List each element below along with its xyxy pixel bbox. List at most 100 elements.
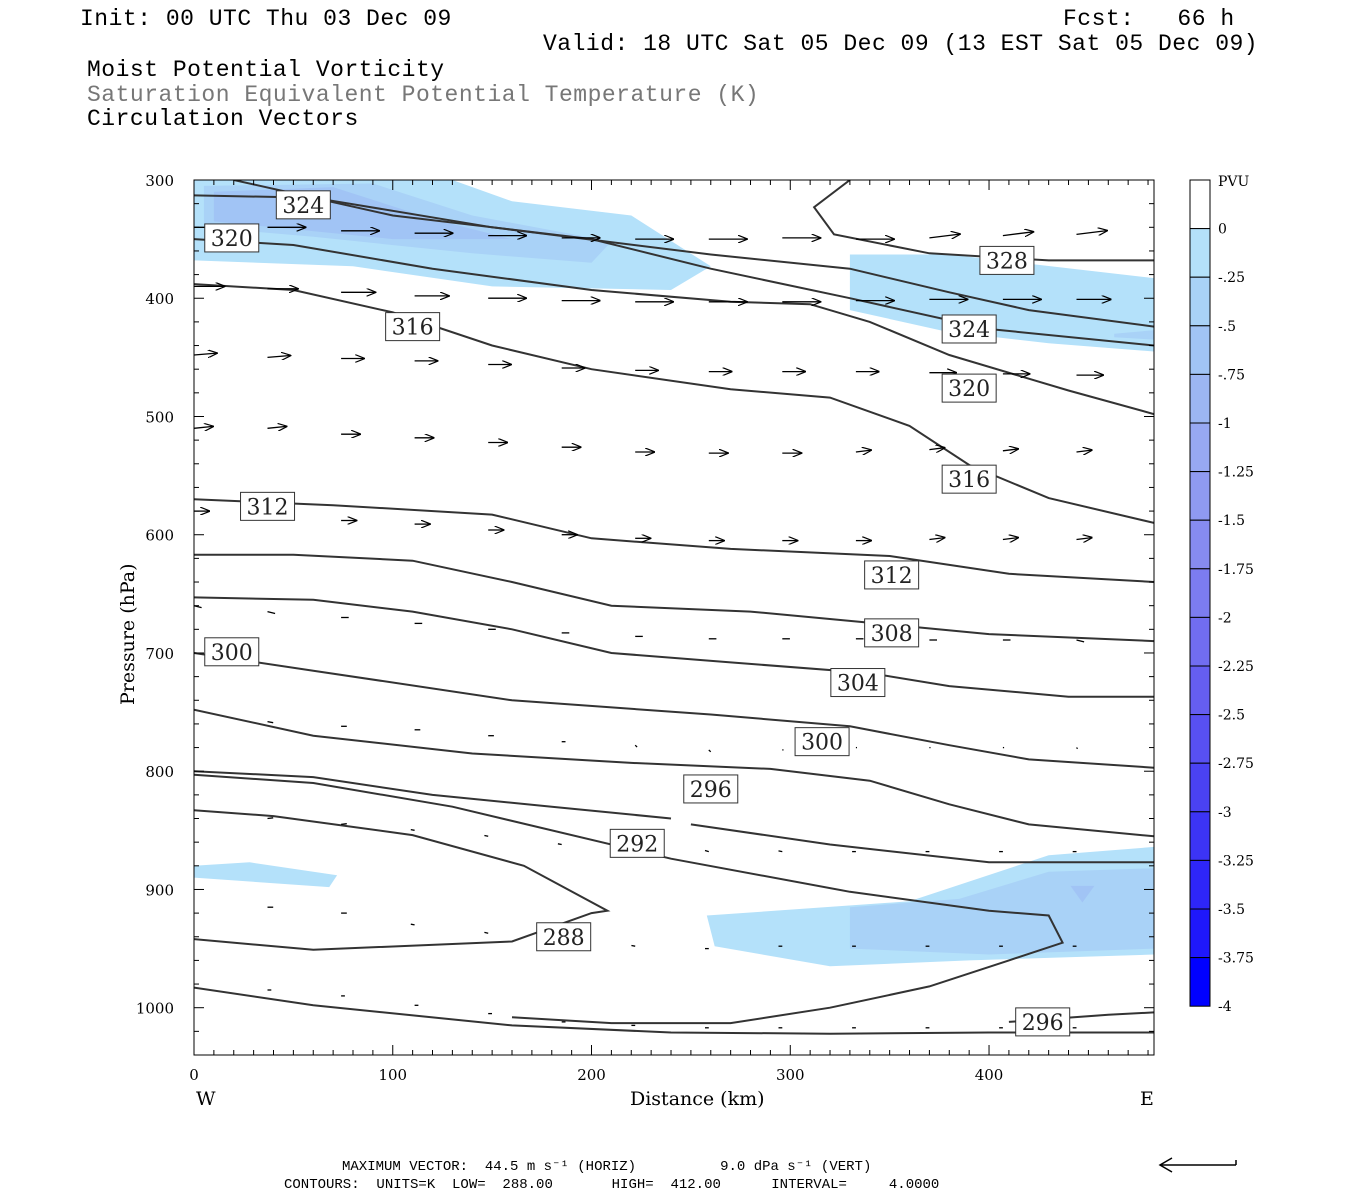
contour-label-308: 308 xyxy=(864,618,920,648)
y-tick-label-700: 700 xyxy=(145,645,174,663)
colorbar-label-14: -3.5 xyxy=(1218,902,1245,918)
contour-label-304: 304 xyxy=(830,668,886,698)
y-tick-label-500: 500 xyxy=(145,408,174,426)
contour-label-text: 324 xyxy=(282,194,324,219)
contour-label-300: 300 xyxy=(204,637,260,667)
contour-label-box xyxy=(1015,1007,1071,1037)
contour-336-15 xyxy=(812,180,1154,262)
vector-84 xyxy=(708,749,712,753)
vector-90 xyxy=(267,817,274,820)
colorbar-swatch-10 xyxy=(1189,665,1211,716)
vector-93 xyxy=(484,834,489,837)
contour-label-320: 320 xyxy=(941,373,997,403)
colorbar-label-13: -3.25 xyxy=(1218,853,1254,869)
colorbar-swatch-2 xyxy=(1189,276,1211,327)
vector-107 xyxy=(631,944,636,947)
contour-label-text: 300 xyxy=(211,641,253,666)
contour-label-324: 324 xyxy=(275,190,331,220)
y-tick-label-300: 300 xyxy=(145,172,174,190)
vector-48 xyxy=(855,450,871,452)
colorbar-swatch-8 xyxy=(1189,568,1211,618)
colorbar-label-0: 0 xyxy=(1218,222,1227,238)
colorbar-swatch-9 xyxy=(1189,616,1211,667)
vector-64 xyxy=(1076,538,1092,540)
vector-91 xyxy=(341,823,347,826)
contour-328-13 xyxy=(194,194,1154,328)
contour-label-text: 304 xyxy=(837,672,879,697)
contour-label-text: 320 xyxy=(948,377,990,402)
contour-label-300: 300 xyxy=(794,727,850,757)
pv-colorbar: PVU 0 -.25 -.5 -.75 -1 -1.25 -1.5 -1.75 -2 -2.25 -2… xyxy=(1189,174,1254,1015)
vector-11 xyxy=(1002,232,1033,236)
x-axis-label: Distance (km) xyxy=(630,1088,765,1110)
contour-label-box xyxy=(204,223,260,253)
field-title-pv: Moist Potential Vorticity xyxy=(87,57,445,83)
vector-40 xyxy=(267,426,287,428)
forecast-hour: Fcst: 66 h xyxy=(1063,6,1235,32)
y-tick-label-400: 400 xyxy=(145,290,174,308)
contour-label-296: 296 xyxy=(683,774,739,804)
plot-frame xyxy=(193,179,1155,1056)
contour-label-box xyxy=(794,727,850,757)
colorbar-swatch-13 xyxy=(1189,811,1211,861)
colorbar-label-6: -1.5 xyxy=(1218,513,1245,529)
axes: 300 400 500 600 700 800 900 1000 0 100 200 300 400 xyxy=(136,172,1154,1084)
contour-label-312: 312 xyxy=(240,491,296,521)
colorbar-swatch-5 xyxy=(1189,422,1211,473)
pv-region-4 xyxy=(1114,330,1154,340)
vector-26 xyxy=(194,353,217,355)
valid-time: Valid: 18 UTC Sat 05 Dec 09 (13 EST Sat … xyxy=(543,31,1259,57)
vector-77 xyxy=(1076,639,1085,643)
contour-308-8 xyxy=(194,596,1154,698)
contour-label-316: 316 xyxy=(385,312,441,342)
colorbar-swatch-1 xyxy=(1189,228,1211,278)
contour-label-text: 324 xyxy=(948,318,990,343)
colorbar-label-12: -3 xyxy=(1218,805,1232,821)
contour-292-1 xyxy=(194,773,1065,1025)
contour-label-box xyxy=(941,314,997,344)
vector-105 xyxy=(484,931,489,934)
colorbar-label-8: -2 xyxy=(1218,610,1232,626)
field-title-thetae: Saturation Equivalent Potential Temperat… xyxy=(87,82,760,108)
contour-label-box xyxy=(864,560,920,590)
contour-label-text: 300 xyxy=(801,731,843,756)
contour-label-box xyxy=(240,491,296,521)
contour-info: CONTOURS: UNITS=K LOW= 288.00 HIGH= 412.… xyxy=(284,1177,940,1193)
colorbar-swatch-12 xyxy=(1189,762,1211,813)
contour-label-text: 296 xyxy=(690,778,732,803)
y-tick-label-800: 800 xyxy=(145,763,174,781)
vector-94 xyxy=(557,843,562,846)
contour-label-text: 312 xyxy=(871,564,913,589)
colorbar-label-15: -3.75 xyxy=(1218,951,1254,967)
y-tick-label-900: 900 xyxy=(145,881,174,899)
vector-89 xyxy=(1076,747,1079,750)
max-vector-note: MAXIMUM VECTOR: 44.5 m s⁻¹ (HORIZ) 9.0 d… xyxy=(342,1159,872,1175)
field-title-vectors: Circulation Vectors xyxy=(87,106,359,132)
vector-51 xyxy=(1076,450,1092,452)
vector-78 xyxy=(267,720,274,724)
vector-50 xyxy=(1002,449,1018,451)
colorbar-label-11: -2.75 xyxy=(1218,756,1254,772)
y-tick-label-1000: 1000 xyxy=(136,1000,174,1018)
contour-label-296: 296 xyxy=(1015,1007,1071,1037)
colorbar-label-5: -1.25 xyxy=(1218,465,1254,481)
contour-label-text: 312 xyxy=(247,495,289,520)
vector-63 xyxy=(1002,538,1018,540)
vector-62 xyxy=(929,538,944,540)
vector-10 xyxy=(929,234,959,238)
contour-label-text: 296 xyxy=(1022,1011,1064,1036)
contour-304-7 xyxy=(194,652,1154,769)
contour-label-316: 316 xyxy=(941,464,997,494)
contour-label-text: 316 xyxy=(948,468,990,493)
x-tick-label-400: 400 xyxy=(975,1066,1004,1084)
contour-label-320: 320 xyxy=(204,223,260,253)
contour-label-box xyxy=(864,618,920,648)
contour-296-3 xyxy=(690,823,1154,864)
colorbar-swatch-4 xyxy=(1189,373,1211,424)
x-tick-label-100: 100 xyxy=(378,1066,407,1084)
colorbar-label-2: -.5 xyxy=(1218,319,1236,335)
contour-label-328: 328 xyxy=(979,245,1035,275)
contour-label-text: 308 xyxy=(871,622,913,647)
vector-66 xyxy=(267,610,276,615)
contour-label-288: 288 xyxy=(536,922,592,952)
